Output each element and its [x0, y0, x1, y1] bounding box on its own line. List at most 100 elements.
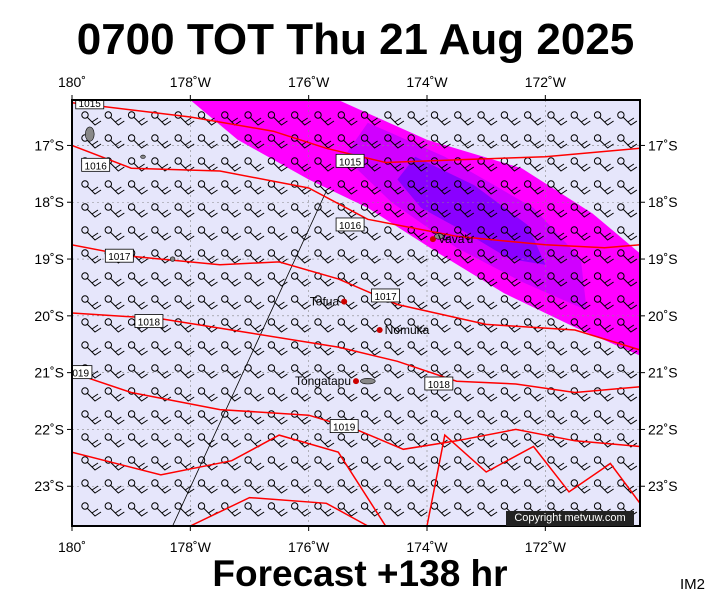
wind-barb: [575, 323, 591, 333]
wind-station: [244, 295, 252, 303]
wind-station: [197, 203, 206, 211]
wind-station: [430, 433, 439, 441]
wind-barb: [412, 277, 428, 287]
wind-barb: [179, 300, 195, 310]
wind-barb: [203, 438, 218, 448]
isobar-label-box: [424, 376, 454, 391]
wind-station: [407, 433, 415, 441]
wind-barb: [482, 392, 498, 402]
wind-station: [337, 387, 345, 395]
wind-station: [524, 387, 532, 395]
wind-station: [221, 318, 229, 326]
wind-barb: [436, 162, 451, 172]
wind-station: [291, 295, 299, 303]
wind-barb: [575, 369, 591, 379]
wind-barb: [575, 231, 591, 241]
wind-barb: [389, 254, 405, 264]
wind-station: [454, 249, 462, 257]
wind-station: [477, 479, 485, 487]
wind-barb: [506, 277, 521, 287]
wind-barb: [506, 369, 521, 379]
wind-station: [337, 180, 345, 188]
wind-station: [617, 318, 625, 326]
wind-station: [384, 433, 392, 441]
wind-station: [384, 134, 392, 142]
wind-station: [430, 180, 439, 188]
wind-station: [547, 180, 555, 188]
wind-barb: [86, 438, 102, 448]
wind-station: [407, 272, 415, 280]
wind-station: [524, 134, 532, 142]
wind-station: [174, 249, 182, 257]
wind-barb: [389, 139, 405, 149]
lon-tick-label-bottom: 180˚: [58, 539, 86, 555]
lat-tick-label-left: 19˚S: [34, 251, 64, 267]
wind-barb: [296, 415, 311, 425]
wind-barb: [86, 254, 102, 264]
wind-barb: [133, 231, 148, 241]
lat-tick-label-right: 23˚S: [648, 478, 678, 494]
wind-station: [524, 226, 532, 234]
wind-station: [291, 249, 299, 257]
wind-barb: [459, 484, 475, 494]
wind-barb: [575, 392, 591, 402]
wind-station: [314, 157, 322, 165]
wind-barb: [436, 392, 451, 402]
wind-station: [617, 203, 625, 211]
wind-barb: [389, 346, 405, 356]
wind-station: [593, 249, 602, 257]
wind-station: [314, 387, 322, 395]
wind-station: [127, 479, 136, 487]
wind-barb: [622, 346, 638, 356]
wind-barb: [296, 208, 311, 218]
wind-station: [477, 180, 485, 188]
wind-station: [244, 341, 252, 349]
wind-station: [104, 111, 113, 119]
wind-barb: [366, 415, 381, 425]
wind-barb: [249, 208, 265, 218]
wind-barb: [389, 369, 405, 379]
wind-station: [81, 180, 89, 188]
wind-station: [430, 295, 439, 303]
wind-station: [547, 364, 555, 372]
wind-barb: [412, 116, 428, 126]
isobar-label: 1018: [428, 380, 451, 391]
wind-barb: [459, 185, 475, 195]
isobar-label: 1015: [79, 99, 102, 110]
wind-barb: [109, 369, 125, 379]
lon-tick-label-top: 176˚W: [288, 74, 330, 90]
wind-barb: [529, 300, 544, 310]
wind-barb: [86, 231, 102, 241]
wind-station: [593, 180, 602, 188]
wind-station: [454, 479, 462, 487]
wind-station: [360, 318, 369, 326]
wind-station: [593, 157, 602, 165]
wind-barb: [506, 231, 521, 241]
wind-station: [430, 364, 439, 372]
wind-barb: [296, 116, 311, 126]
wind-barb: [342, 208, 358, 218]
copyright-credit[interactable]: Copyright metvuw.com: [506, 511, 634, 526]
isobar-line: [72, 144, 640, 249]
wind-station: [197, 410, 206, 418]
wind-barb: [133, 438, 148, 448]
wind-barb: [296, 162, 311, 172]
wind-barb: [296, 231, 311, 241]
wind-barb: [529, 438, 544, 448]
wind-station: [430, 111, 439, 119]
wind-station: [221, 249, 229, 257]
wind-barb: [482, 415, 498, 425]
wind-station: [617, 295, 625, 303]
lon-tick-label-top: 174˚W: [406, 74, 448, 90]
wind-barb: [342, 277, 358, 287]
wind-barb: [412, 323, 428, 333]
wind-station: [104, 479, 113, 487]
wind-station: [291, 341, 299, 349]
wind-station: [81, 272, 89, 280]
wind-station: [500, 249, 509, 257]
wind-barb: [529, 208, 544, 218]
wind-barb: [389, 484, 405, 494]
wind-barb: [273, 185, 288, 195]
wind-barb: [436, 277, 451, 287]
